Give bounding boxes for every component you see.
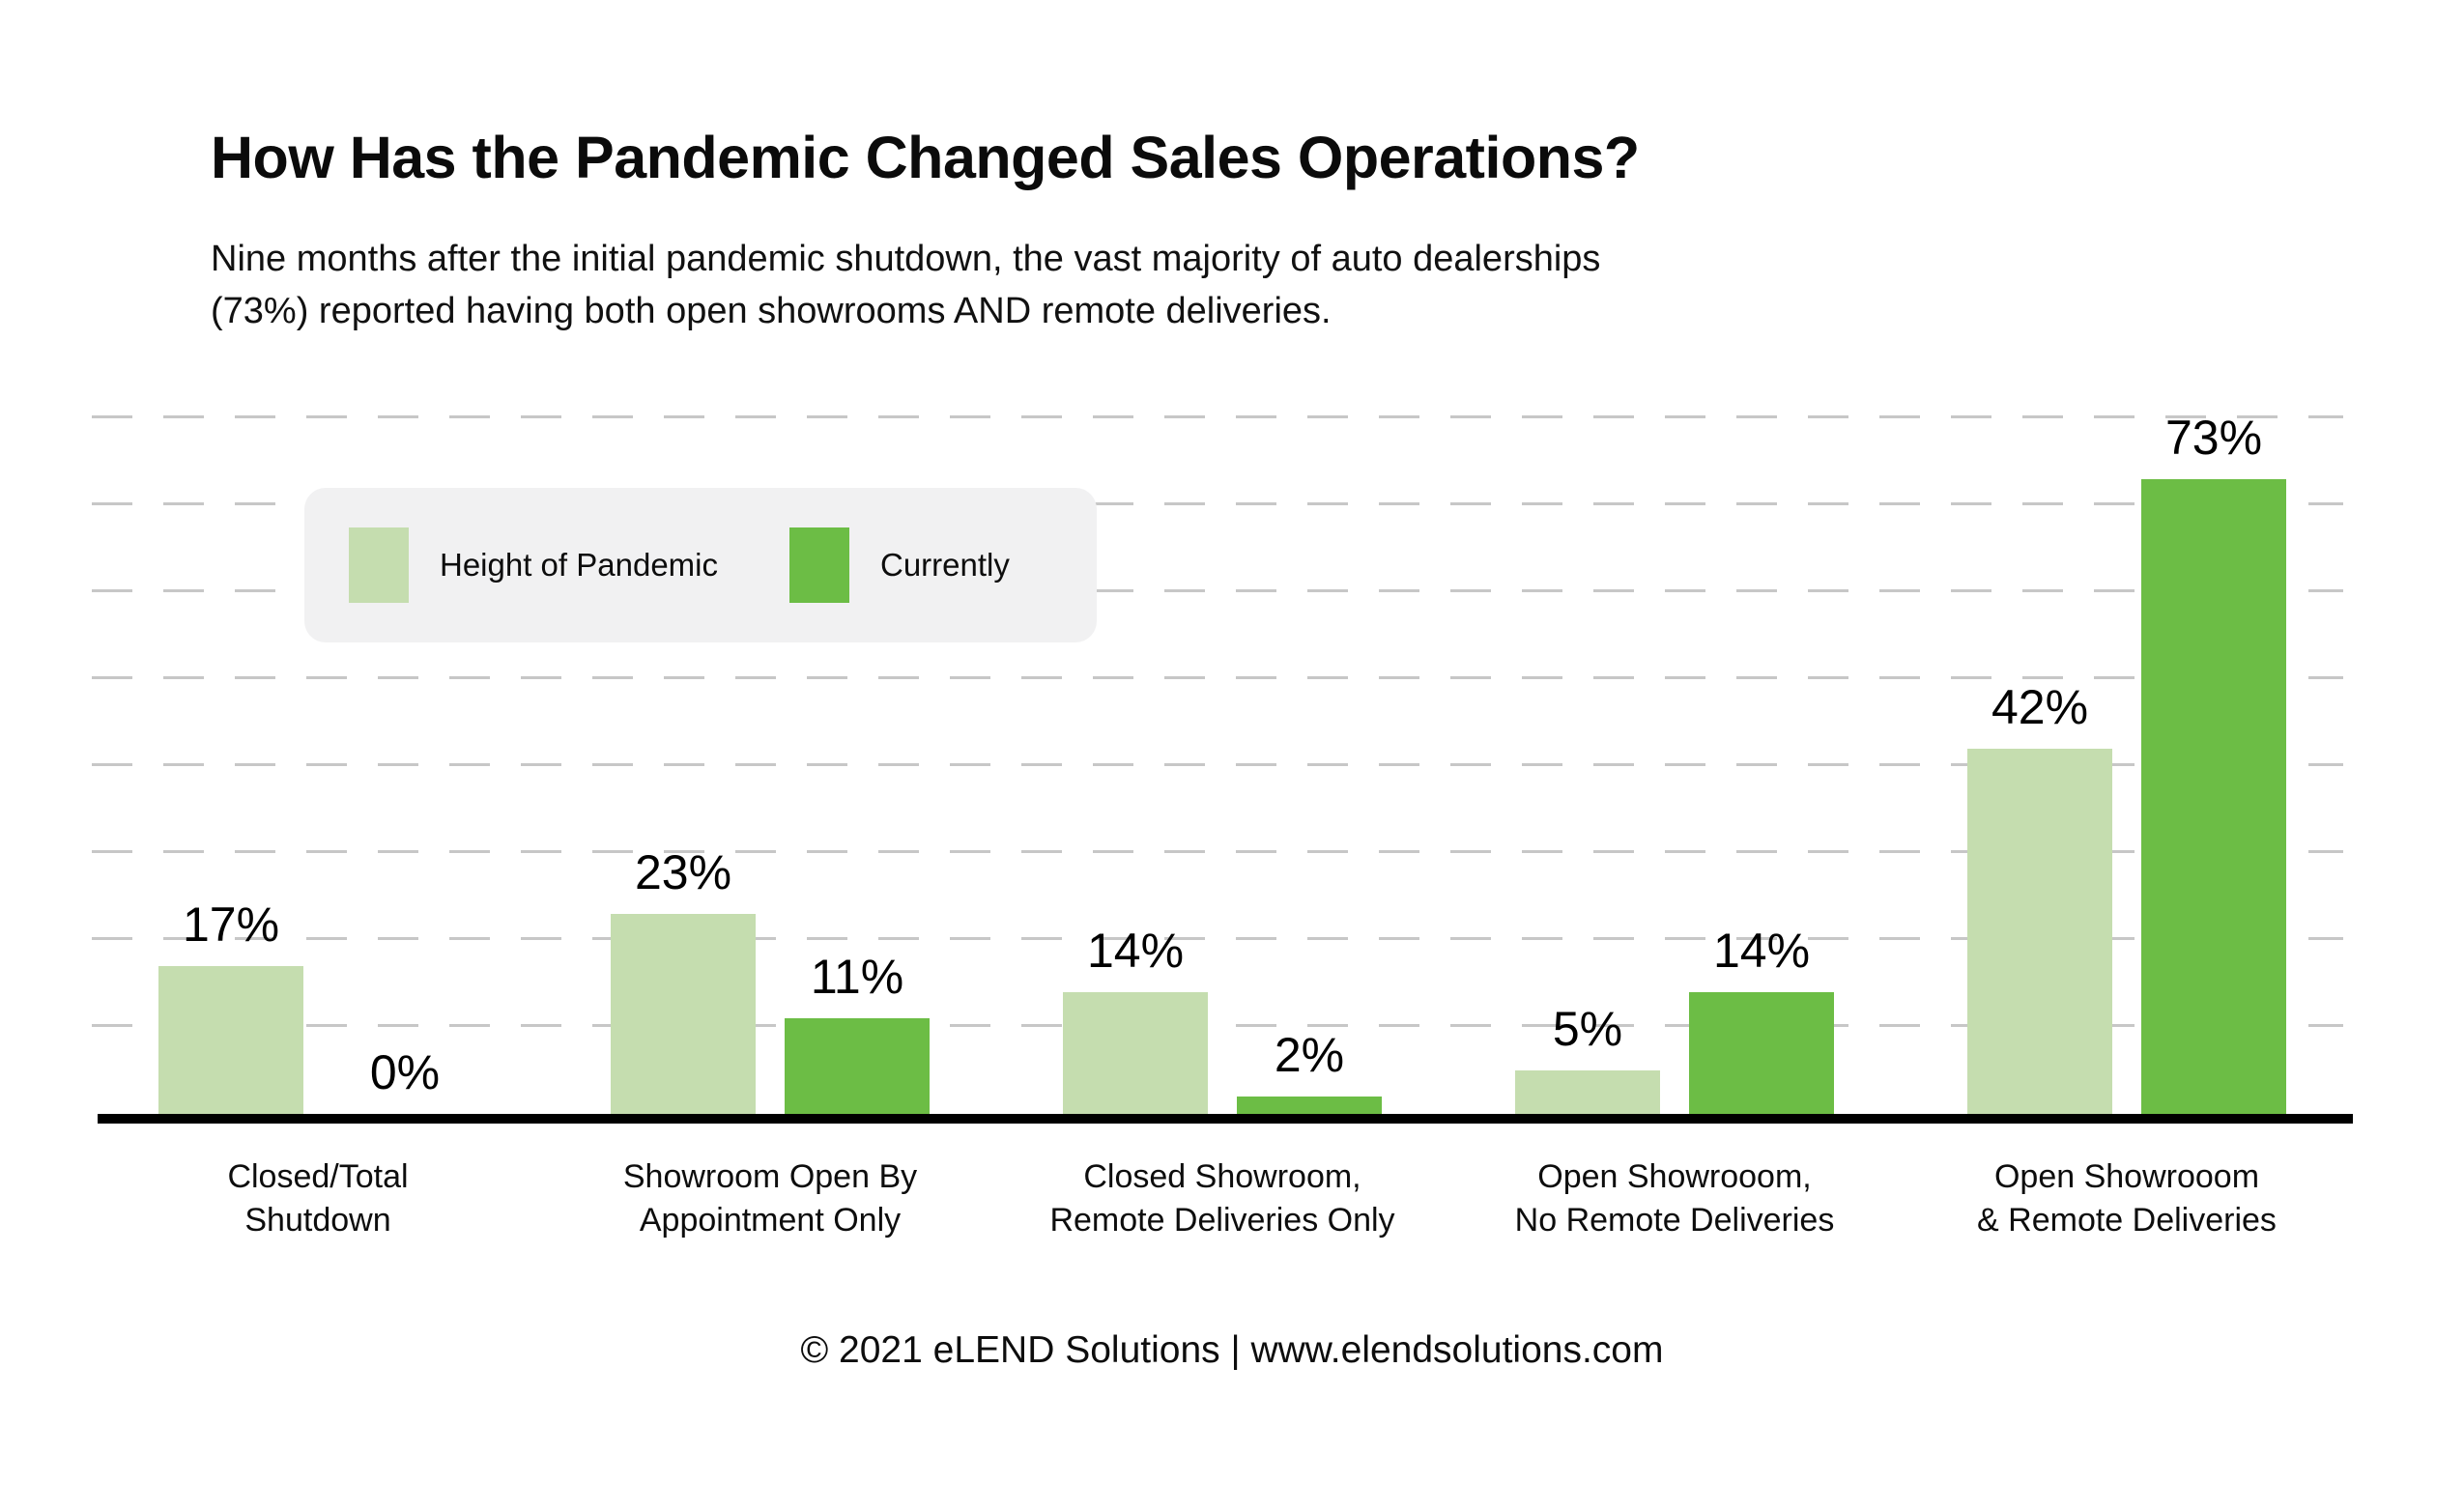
bar-group-5: 42% 73%	[1967, 410, 2286, 1114]
legend-label: Currently	[880, 547, 1010, 583]
bar-slot: 2%	[1237, 1027, 1382, 1114]
gridline-50pct	[92, 676, 2343, 679]
value-label: 14%	[1086, 924, 1185, 978]
gridline-40pct	[92, 763, 2343, 766]
bar-slot: 17%	[158, 897, 303, 1114]
category-label-2: Showroom Open By Appointment Only	[544, 1155, 996, 1242]
category-label-line: Open Showrooom	[1993, 1158, 2260, 1195]
bar-slot: 11%	[785, 949, 930, 1114]
chart-subtitle: Nine months after the initial pandemic s…	[211, 239, 1601, 331]
gridline-60pct	[92, 589, 2343, 592]
gridline-80pct	[92, 415, 2343, 418]
gridline-10pct	[92, 1024, 2343, 1027]
legend-swatch-icon	[789, 527, 849, 603]
bar-group-1: 17% 0%	[158, 897, 477, 1114]
value-label: 42%	[1991, 680, 2089, 734]
legend-item-1: Height of Pandemic	[349, 527, 718, 603]
bar-group-3: 14% 2%	[1063, 923, 1382, 1114]
category-label-line: Remote Deliveries Only	[1049, 1201, 1395, 1239]
value-label: 5%	[1552, 1002, 1623, 1056]
bar-currently	[785, 1018, 930, 1114]
category-label-line: Appointment Only	[639, 1201, 902, 1239]
bars-area: 17% 0% 23% 11% 14% 2% 5% 14% 42% 73%	[92, 406, 2353, 1114]
gridline-70pct	[92, 502, 2343, 505]
value-label: 11%	[810, 950, 904, 1004]
bar-slot: 14%	[1063, 923, 1208, 1114]
value-label: 23%	[634, 845, 732, 899]
page-title: How Has the Pandemic Changed Sales Opera…	[211, 125, 1640, 190]
bar-currently	[1237, 1097, 1382, 1114]
legend-item-2: Currently	[789, 527, 1010, 603]
bar-height-of-pandemic	[1967, 749, 2112, 1114]
bar-slot: 23%	[611, 844, 756, 1114]
value-label: 2%	[1274, 1028, 1345, 1082]
category-label-1: Closed/Total Shutdown	[92, 1155, 544, 1242]
gridline-30pct	[92, 850, 2343, 853]
bar-slot: 73%	[2141, 410, 2286, 1114]
value-label: 0%	[369, 1045, 441, 1099]
bar-currently	[1689, 992, 1834, 1114]
bar-slot: 5%	[1515, 1001, 1660, 1114]
value-label: 73%	[2164, 411, 2263, 465]
category-label-line: Shutdown	[244, 1201, 391, 1239]
value-label: 14%	[1712, 924, 1811, 978]
category-label-line: Showroom Open By	[622, 1158, 918, 1195]
bar-chart: 17% 0% 23% 11% 14% 2% 5% 14% 42% 73%	[92, 406, 2353, 1124]
category-label-4: Open Showrooom, No Remote Deliveries	[1448, 1155, 1901, 1242]
category-label-line: Closed/Total	[227, 1158, 409, 1195]
legend-swatch-icon	[349, 527, 409, 603]
bar-height-of-pandemic	[611, 914, 756, 1114]
category-label-5: Open Showrooom & Remote Deliveries	[1901, 1155, 2353, 1242]
bar-height-of-pandemic	[1515, 1070, 1660, 1114]
category-label-line: Closed Showroom,	[1083, 1158, 1361, 1195]
legend: Height of Pandemic Currently	[304, 488, 1097, 642]
bar-slot: 14%	[1689, 923, 1834, 1114]
bar-group-2: 23% 11%	[611, 844, 930, 1114]
category-label-3: Closed Showroom, Remote Deliveries Only	[996, 1155, 1448, 1242]
category-labels: Closed/Total Shutdown Showroom Open By Appo…	[92, 1155, 2353, 1242]
bar-currently	[2141, 479, 2286, 1114]
category-label-line: No Remote Deliveries	[1514, 1201, 1835, 1239]
x-axis-line	[98, 1114, 2353, 1124]
value-label: 17%	[182, 897, 280, 952]
footer-credit: © 2021 eLEND Solutions | www.elendsoluti…	[800, 1329, 1664, 1371]
bar-height-of-pandemic	[158, 966, 303, 1114]
category-label-line: & Remote Deliveries	[1977, 1201, 2277, 1239]
bar-height-of-pandemic	[1063, 992, 1208, 1114]
category-label-line: Open Showrooom,	[1537, 1158, 1812, 1195]
bar-group-4: 5% 14%	[1515, 923, 1834, 1114]
gridline-20pct	[92, 937, 2343, 940]
bar-slot: 0%	[332, 1044, 477, 1114]
bar-slot: 42%	[1967, 679, 2112, 1114]
legend-label: Height of Pandemic	[440, 547, 718, 583]
